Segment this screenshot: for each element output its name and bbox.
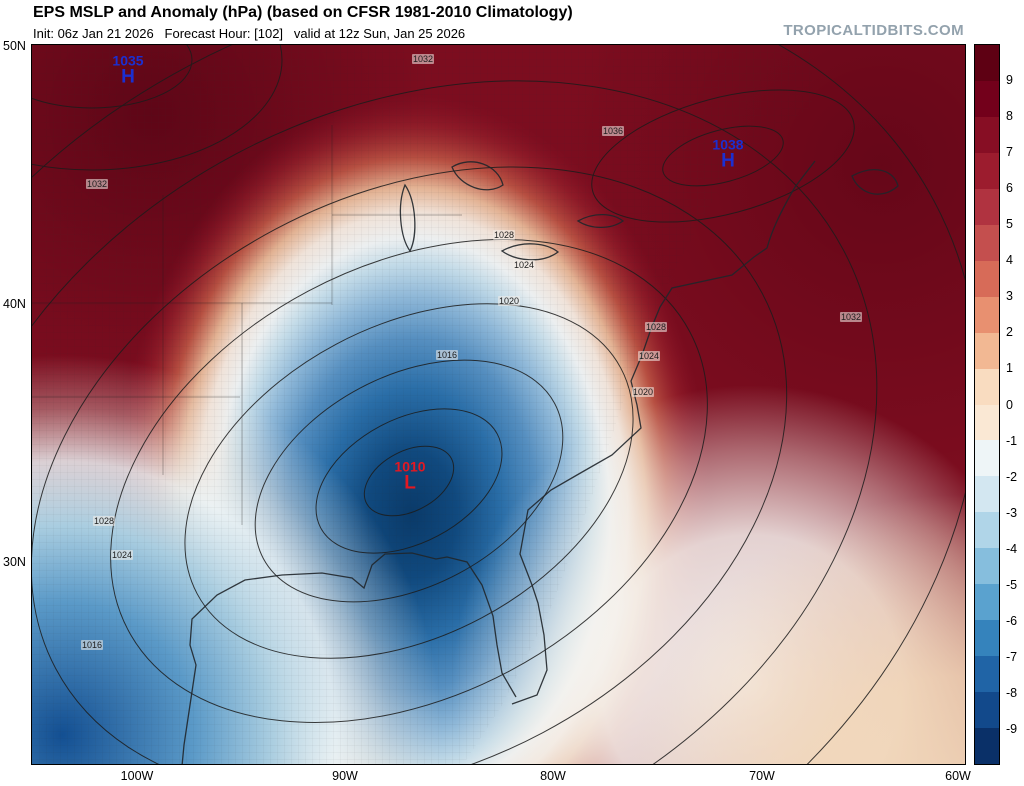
lon-label: 90W: [332, 769, 358, 783]
colorbar-tick-label: 5: [1006, 217, 1013, 232]
watermark-logo: TROPICALTIDBITS.COM: [783, 22, 964, 39]
colorbar: 9 8 7 6 5 4 3 2 1 0 -1 -2 -3 -4 -5 -6 -7 -8 -9: [974, 44, 1017, 765]
colorbar-tick-label: -1: [1006, 433, 1018, 448]
colorbar-tick-label: 4: [1006, 253, 1013, 268]
colorbar-tick-label: -3: [1006, 505, 1018, 520]
coastline: [181, 160, 899, 764]
colorbar-tick-label: 7: [1006, 145, 1013, 160]
colorbar-tick-label: -8: [1006, 685, 1018, 700]
init-forecast-line: Init: 06z Jan 21 2026 Forecast Hour: [10…: [33, 26, 466, 41]
colorbar-tick-label: -2: [1006, 469, 1018, 484]
state-borders: [32, 125, 462, 525]
lon-label: 70W: [749, 769, 775, 783]
colorbar-segment: [975, 224, 999, 261]
lat-label: 40N: [3, 297, 26, 311]
colorbar-tick-label: 1: [1006, 361, 1013, 376]
colorbar-segment: [975, 296, 999, 333]
colorbar-tick-label: -7: [1006, 649, 1018, 664]
colorbar-segment: [975, 404, 999, 441]
colorbar-segment: [975, 656, 999, 693]
colorbar-tick-label: 6: [1006, 181, 1013, 196]
colorbar-segment: [975, 548, 999, 585]
colorbar-segment: [975, 152, 999, 189]
colorbar-segment: [975, 260, 999, 297]
anomaly-field: [32, 45, 965, 764]
lat-label: 50N: [3, 39, 26, 53]
colorbar-segment: [975, 692, 999, 729]
colorbar-tick-label: 2: [1006, 325, 1013, 340]
colorbar-segment: [975, 584, 999, 621]
colorbar-tick-label: -4: [1006, 541, 1018, 556]
colorbar-segment: [975, 116, 999, 153]
map-canvas: 1032 1032 1036 1028 1024 1020 1016 1028 1024 1020…: [31, 44, 966, 765]
lon-label: 100W: [120, 769, 154, 783]
colorbar-segment: [975, 728, 999, 765]
colorbar-tick-label: -6: [1006, 613, 1018, 628]
colorbar-segments: [974, 44, 1000, 765]
colorbar-segment: [975, 188, 999, 225]
colorbar-tick-label: 8: [1006, 109, 1013, 124]
colorbar-tick-label: -5: [1006, 577, 1018, 592]
colorbar-segment: [975, 620, 999, 657]
lon-label: 80W: [540, 769, 566, 783]
contour-lines: [32, 45, 965, 764]
chart-title: EPS MSLP and Anomaly (hPa) (based on CFS…: [33, 4, 573, 21]
colorbar-tick-label: 0: [1006, 397, 1013, 412]
colorbar-segment: [975, 440, 999, 477]
colorbar-segment: [975, 476, 999, 513]
colorbar-tick-label: -9: [1006, 721, 1018, 736]
colorbar-segment: [975, 332, 999, 369]
colorbar-tick-label: 3: [1006, 289, 1013, 304]
lon-label: 60W: [945, 769, 971, 783]
colorbar-segment: [975, 45, 999, 81]
colorbar-tick-label: 9: [1006, 73, 1013, 88]
colorbar-segment: [975, 368, 999, 405]
colorbar-segment: [975, 80, 999, 117]
lat-label: 30N: [3, 555, 26, 569]
colorbar-segment: [975, 512, 999, 549]
